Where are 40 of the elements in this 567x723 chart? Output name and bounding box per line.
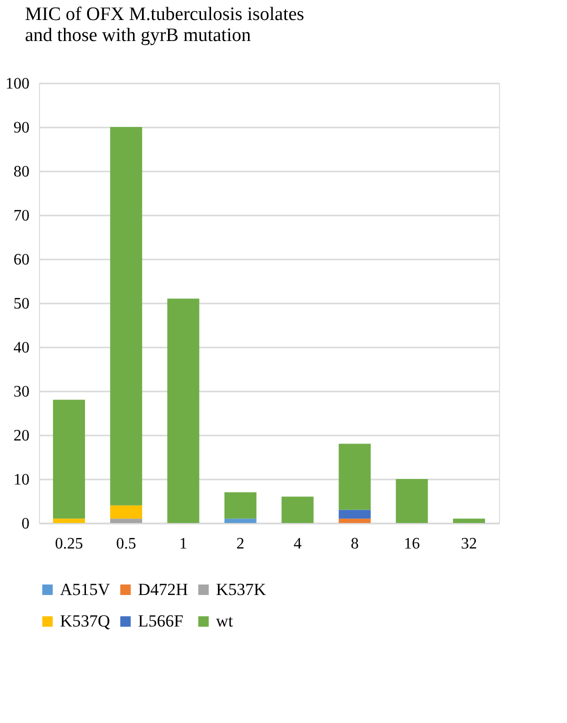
y-tick-label: 10: [14, 472, 30, 488]
bar: [110, 518, 142, 523]
y-tick-label: 80: [14, 164, 30, 180]
bar: [53, 518, 85, 523]
legend-label: wt: [216, 612, 234, 630]
bar: [110, 127, 142, 506]
y-tick-label: 100: [6, 76, 30, 92]
y-tick-label: 90: [14, 120, 30, 136]
bar: [338, 510, 371, 519]
bar: [224, 492, 256, 519]
chart-title: MIC of OFX M.tuberculosis isolates and those with gyrB mutation: [25, 4, 304, 46]
x-tick-label: 0.5: [116, 536, 136, 552]
legend-label: K537Q: [60, 612, 110, 630]
x-tick-label: 16: [404, 536, 420, 552]
x-tick-label: 4: [294, 536, 302, 552]
y-tick-label: 60: [14, 252, 30, 268]
x-tick-label: 32: [461, 536, 477, 552]
bar: [338, 518, 371, 523]
bar: [338, 444, 371, 510]
bar: [167, 298, 200, 523]
y-tick-label: 20: [14, 428, 30, 444]
bar: [53, 400, 85, 519]
bar: [110, 505, 142, 519]
bar: [224, 518, 256, 523]
x-tick-label: 8: [350, 536, 359, 552]
y-tick-label: 0: [22, 516, 30, 532]
y-tick-label: 30: [14, 384, 30, 400]
y-tick-label: 50: [14, 296, 30, 312]
bar: [282, 496, 314, 523]
y-tick-label: 40: [14, 340, 30, 356]
bar: [453, 518, 485, 523]
x-tick-label: 2: [236, 536, 244, 552]
bar: [396, 479, 428, 523]
legend-label: L566F: [138, 612, 184, 630]
legend-label: D472H: [138, 580, 188, 599]
x-tick-label: 0.25: [55, 536, 83, 552]
legend-label: K537K: [216, 580, 267, 599]
x-tick-label: 1: [179, 536, 188, 552]
y-tick-label: 70: [14, 208, 30, 224]
legend-label: A515V: [60, 580, 111, 599]
